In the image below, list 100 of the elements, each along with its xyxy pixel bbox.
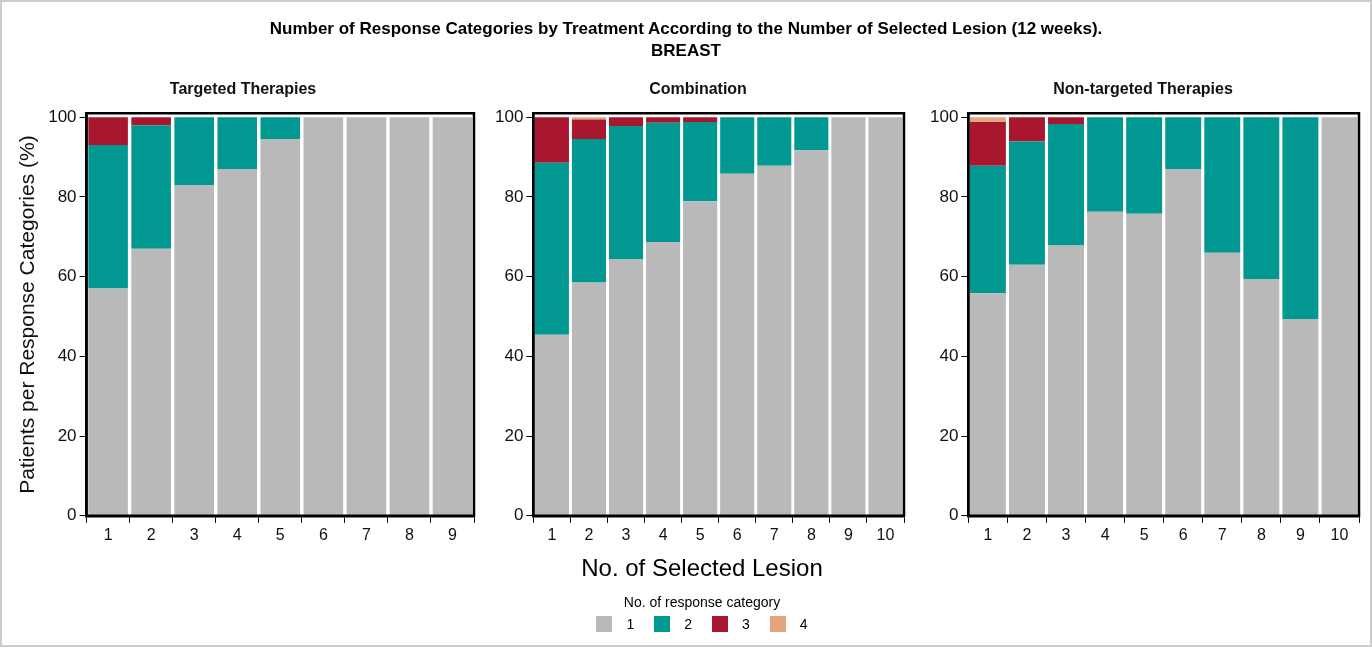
x-tick-label: 4: [232, 525, 242, 543]
legend-title: No. of response category: [622, 594, 782, 610]
bar: [88, 288, 128, 516]
bar: [534, 117, 569, 163]
legend-label: 2: [684, 616, 692, 632]
bar: [88, 145, 128, 289]
x-tick-label: 1: [103, 525, 113, 543]
y-tick-label: 80: [504, 186, 524, 206]
x-tick-label: 5: [695, 525, 705, 543]
x-tick-label: 9: [843, 525, 853, 543]
bar: [260, 117, 301, 140]
x-tick-label: 8: [806, 525, 816, 543]
bar: [683, 121, 718, 202]
y-tick-label: 0: [513, 505, 524, 525]
bar: [1165, 169, 1202, 516]
bar: [571, 119, 607, 140]
bar: [1087, 117, 1124, 212]
y-tick-label: 60: [939, 266, 959, 286]
y-tick-label: 20: [939, 425, 959, 445]
bar: [868, 117, 903, 516]
bar: [608, 117, 644, 126]
chart-title: Targeted Therapies: [169, 80, 317, 98]
bar: [646, 122, 681, 242]
x-tick-label: 7: [361, 525, 371, 543]
x-tick-label: 4: [658, 525, 668, 543]
bar: [174, 184, 214, 516]
text: BREAST: [650, 40, 722, 62]
y-tick-label: 80: [57, 186, 77, 206]
bar: [1204, 252, 1241, 516]
bar: [1048, 117, 1084, 124]
bar: [683, 201, 718, 516]
y-tick-label: 60: [57, 266, 77, 286]
y-tick-label: 0: [67, 505, 77, 525]
bar: [757, 165, 792, 516]
bar: [389, 117, 430, 516]
bar: [88, 117, 128, 146]
chart-title: Non-targeted Therapies: [1053, 80, 1233, 98]
bar: [1282, 117, 1319, 319]
legend-label: 4: [799, 616, 808, 632]
bar: [303, 117, 344, 516]
x-tick-label: 10: [1330, 525, 1349, 543]
bar: [831, 117, 866, 516]
bar: [794, 117, 829, 151]
y-tick-label: 80: [939, 186, 959, 206]
x-axis-title: No. of Selected Lesion: [580, 554, 824, 582]
bar: [571, 117, 607, 120]
x-tick-label: 4: [1100, 525, 1110, 543]
y-tick-label: 0: [948, 505, 959, 525]
y-tick-label: 40: [504, 346, 524, 366]
bar: [1087, 211, 1124, 516]
y-tick-label: 20: [57, 425, 77, 445]
bar: [1243, 279, 1280, 516]
bar: [757, 117, 792, 166]
y-tick-label: 100: [494, 106, 524, 126]
x-tick-label: 6: [732, 525, 742, 543]
bar: [260, 139, 301, 516]
bar: [534, 162, 569, 335]
bar: [1204, 117, 1241, 253]
bar: [131, 117, 171, 126]
x-tick-label: 5: [275, 525, 285, 543]
bar: [131, 125, 171, 249]
y-tick-label: 60: [504, 266, 524, 286]
bar: [217, 169, 258, 516]
x-tick-label: 9: [1295, 525, 1305, 543]
x-tick-label: 10: [876, 525, 895, 543]
bar: [608, 125, 644, 260]
y-tick-label: 20: [504, 425, 524, 445]
bar: [174, 117, 214, 185]
x-tick-label: 1: [983, 525, 993, 543]
bar: [608, 259, 644, 516]
x-tick-label: 8: [1256, 525, 1266, 543]
bar: [1048, 123, 1084, 246]
bar: [646, 241, 681, 516]
x-tick-label: 1: [547, 525, 557, 543]
bar: [1126, 117, 1163, 214]
bar: [346, 117, 387, 516]
x-tick-label: 8: [404, 525, 414, 543]
bar: [1165, 117, 1202, 170]
x-tick-label: 6: [1178, 525, 1188, 543]
bar: [1321, 117, 1358, 516]
legend-label: 3: [742, 616, 750, 632]
y-tick-label: 40: [939, 346, 959, 366]
y-tick-label: 40: [57, 346, 77, 366]
bar: [1008, 141, 1045, 265]
bar: [1126, 213, 1163, 516]
x-tick-label: 2: [584, 525, 594, 543]
text: Number of Response Categories by Treatment According to the Number of Selected Lesion (12 weeks).: [268, 18, 1104, 40]
x-tick-label: 3: [621, 525, 631, 543]
legend-label: 1: [626, 616, 635, 632]
y-tick-label: 100: [929, 106, 959, 126]
bar: [646, 117, 681, 123]
bar: [969, 121, 1006, 166]
bar: [1243, 117, 1280, 280]
bar: [1008, 117, 1045, 142]
bar: [969, 293, 1006, 516]
bar: [1048, 245, 1084, 516]
bar: [432, 117, 473, 516]
chart-title: Combination: [649, 80, 747, 98]
x-tick-label: 3: [1061, 525, 1071, 543]
x-tick-label: 7: [769, 525, 779, 543]
